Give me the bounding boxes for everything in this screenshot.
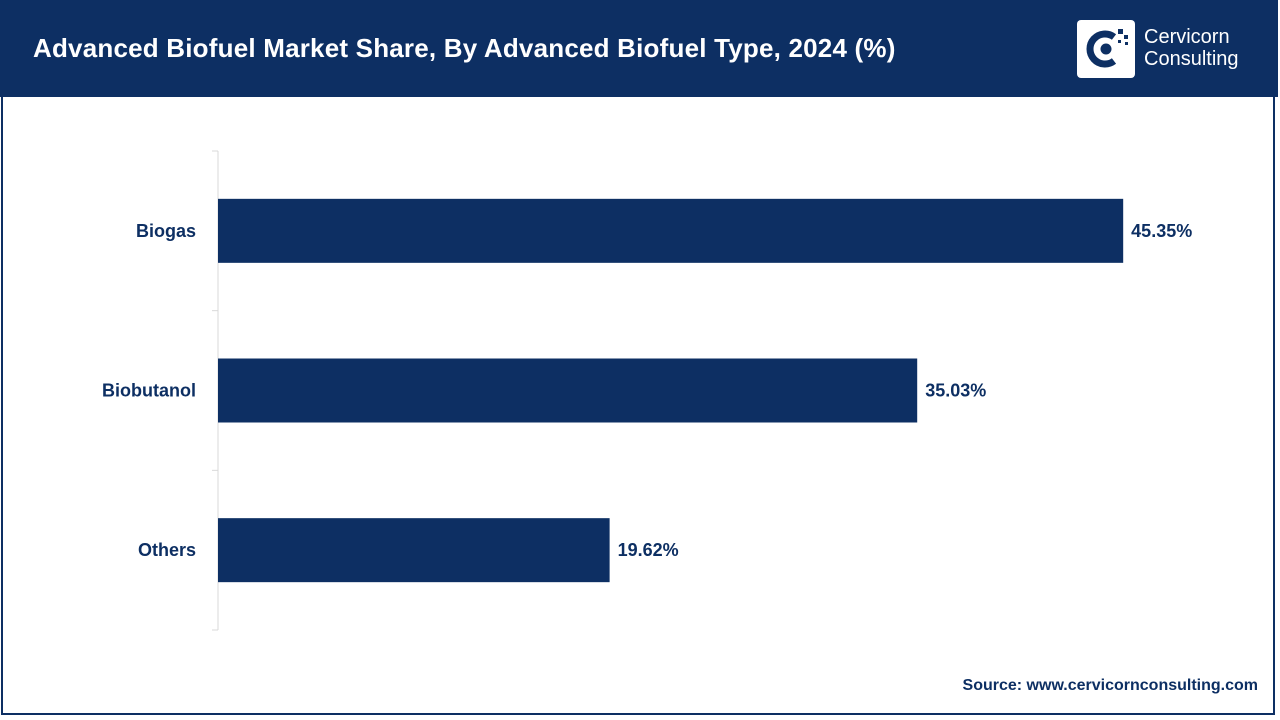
- category-label: Others: [138, 540, 196, 560]
- logo-mark-icon: [1077, 20, 1135, 78]
- logo-line-1: Cervicorn: [1144, 26, 1230, 48]
- data-label: 35.03%: [925, 381, 986, 401]
- brand-logo: Cervicorn Consulting: [1077, 20, 1257, 78]
- source-note: Source: www.cervicornconsulting.com: [962, 677, 1258, 694]
- bar-others: [218, 518, 610, 583]
- bar-biobutanol: [218, 358, 918, 423]
- chart-title: Advanced Biofuel Market Share, By Advanc…: [33, 33, 896, 63]
- data-label: 19.62%: [618, 540, 679, 560]
- header-bar: Advanced Biofuel Market Share, By Advanc…: [0, 0, 1278, 97]
- bar-biogas: [218, 198, 1124, 263]
- logo-line-2: Consulting: [1144, 48, 1239, 70]
- data-label: 45.35%: [1131, 221, 1192, 241]
- category-label: Biobutanol: [102, 381, 196, 401]
- logo-text: Cervicorn Consulting: [1144, 26, 1239, 70]
- category-label: Biogas: [136, 221, 196, 241]
